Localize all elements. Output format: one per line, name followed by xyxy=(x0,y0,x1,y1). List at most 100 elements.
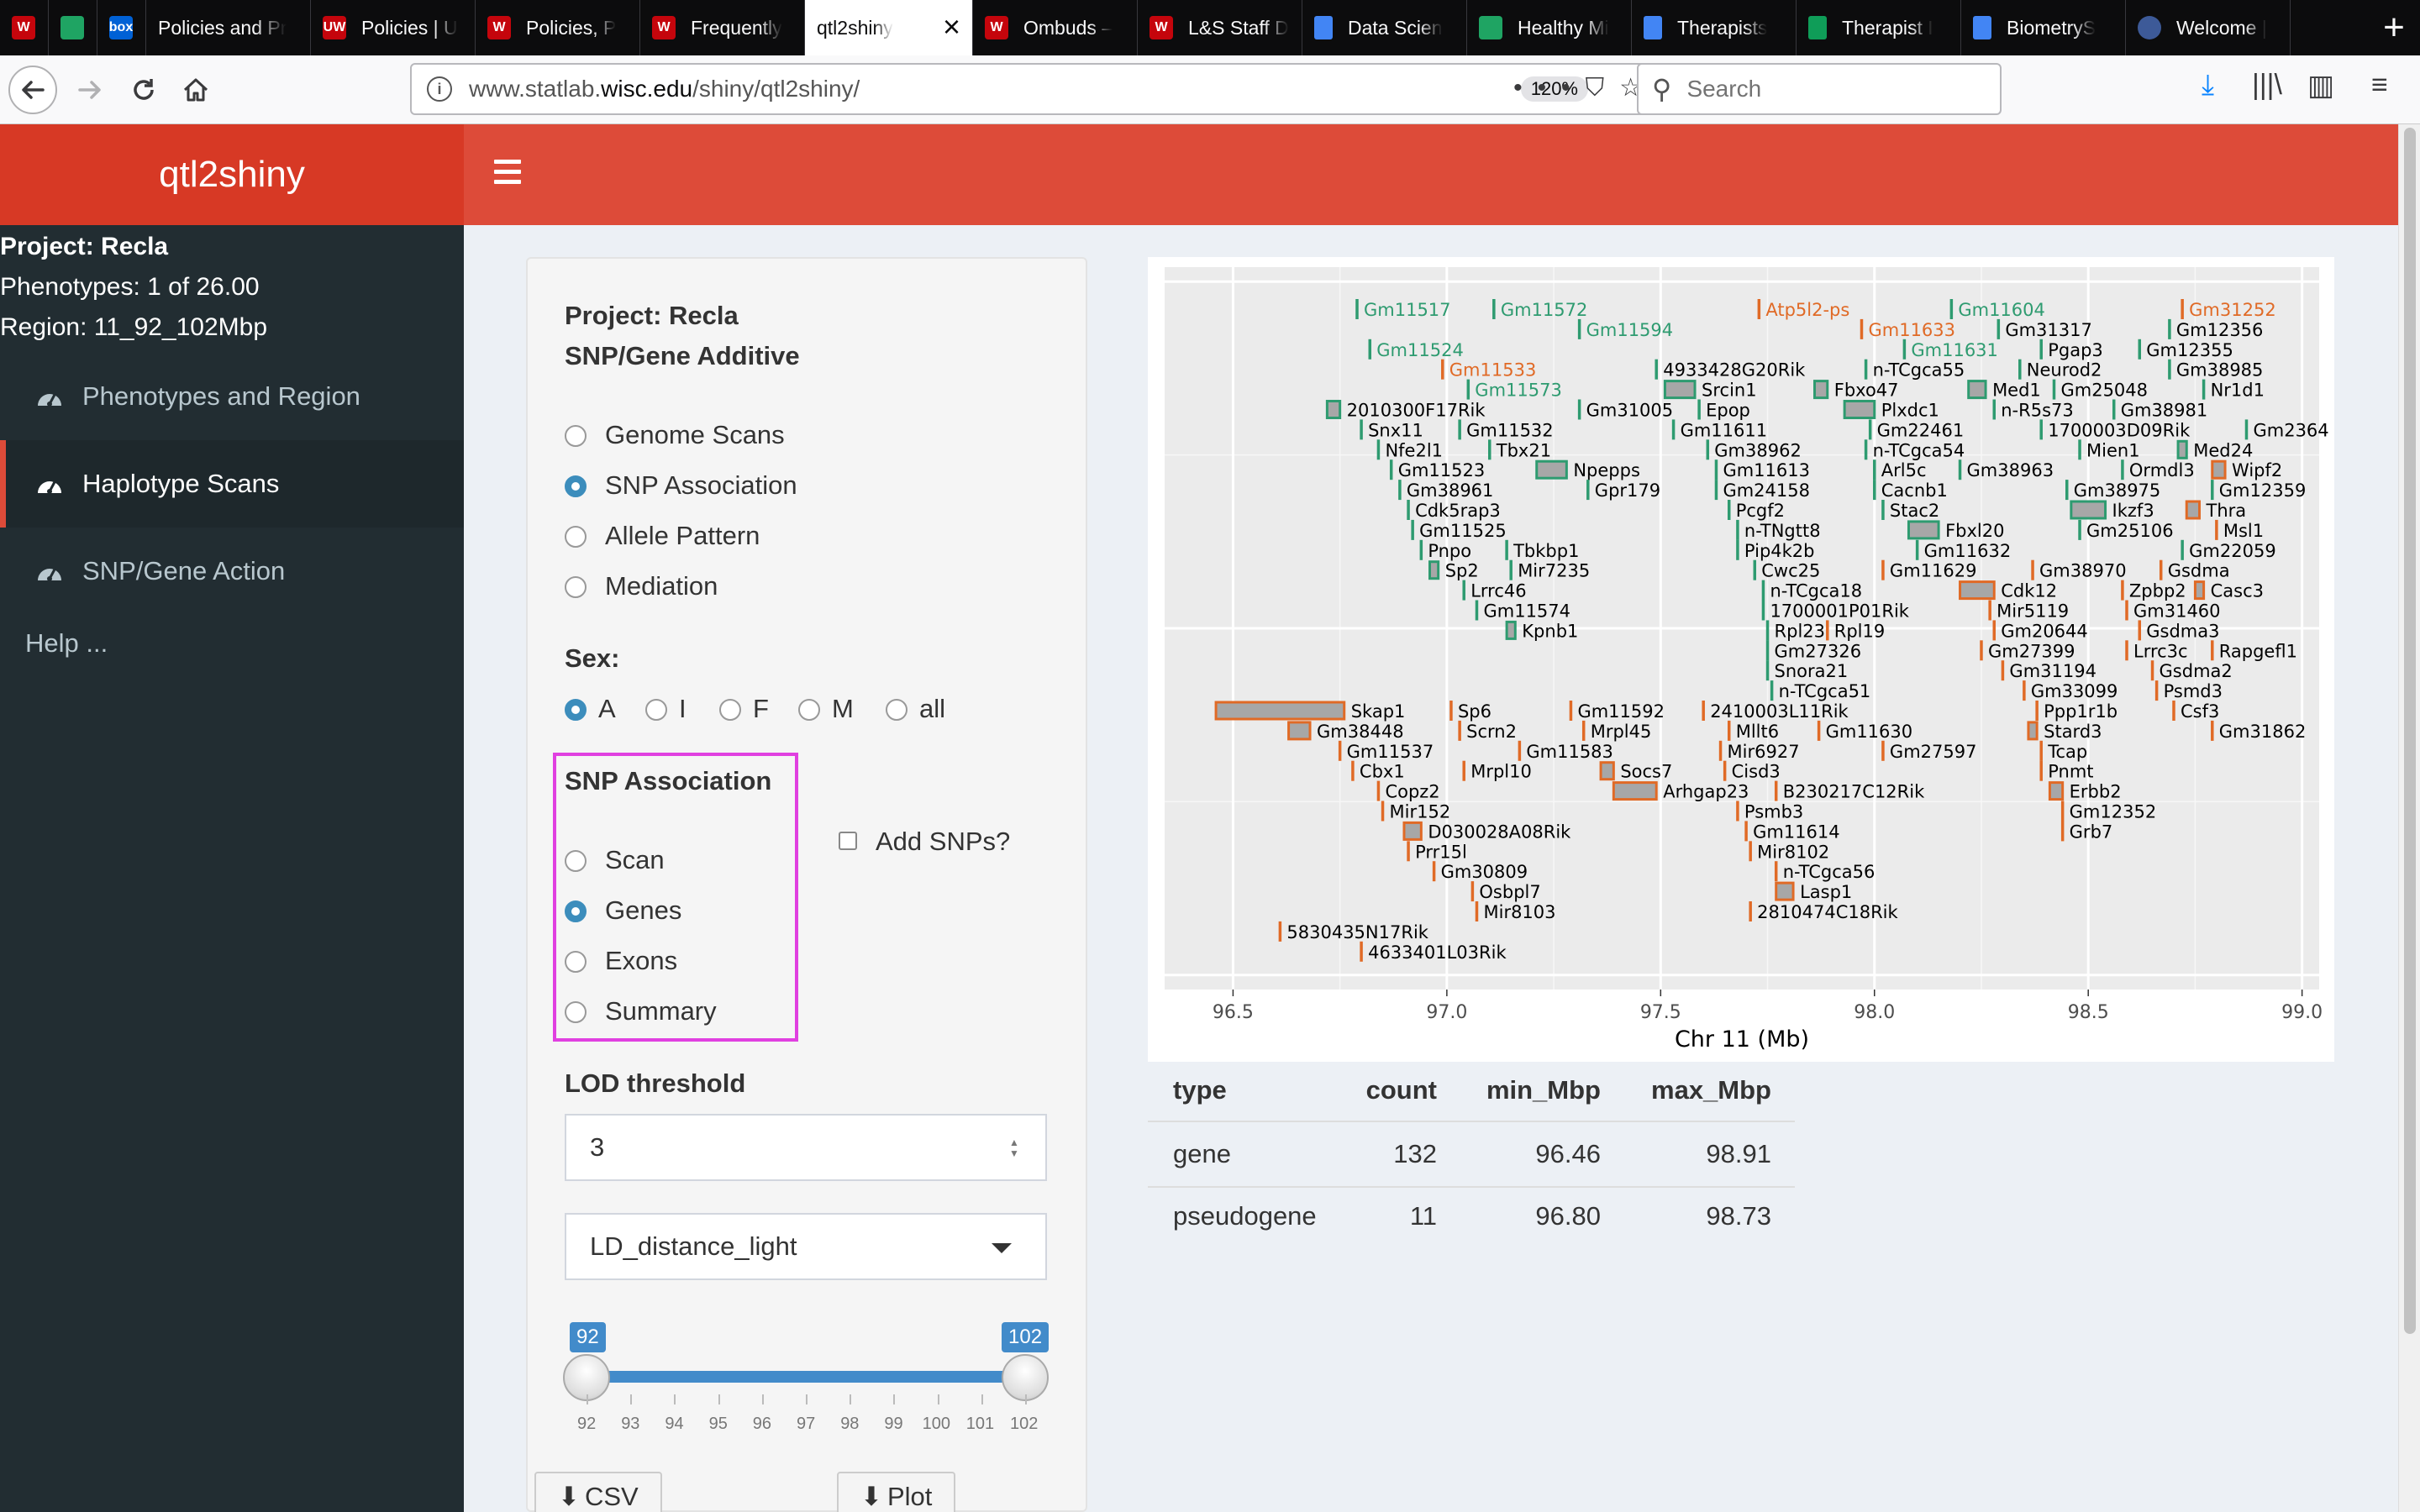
download-icon[interactable]: ⤓ xyxy=(2202,69,2215,101)
range-slider-track[interactable] xyxy=(585,1371,1025,1383)
slider-tick-mark xyxy=(981,1394,983,1404)
sex-option-label[interactable]: F xyxy=(753,694,769,723)
browser-tab[interactable]: W L&S Staff D xyxy=(1138,0,1302,55)
sidebar-item-phenotypes-region[interactable]: Phenotypes and Region xyxy=(0,353,464,440)
gene-plot-svg: 96.5 97.0 97.5 98.0 98.5 99.0 Chr 11 (Mb) Gm115… xyxy=(1125,267,2329,1053)
browser-tab[interactable]: W Ombuds – xyxy=(973,0,1138,55)
hamburger-icon[interactable] xyxy=(494,160,521,188)
search-input[interactable]: ⚲ Search xyxy=(1637,63,2002,115)
ld-select[interactable]: LD_distance_light xyxy=(565,1213,1047,1280)
sex-radio[interactable] xyxy=(565,699,587,721)
gene-body xyxy=(1663,380,1697,400)
gene-label: Gm31194 xyxy=(2009,661,2096,681)
sex-radio[interactable] xyxy=(719,699,741,721)
lod-threshold-input[interactable]: 3 ▲ ▼ xyxy=(565,1114,1047,1181)
snp-option-option-label[interactable]: Scan xyxy=(605,845,665,874)
browser-tab[interactable]: Data Scien xyxy=(1302,0,1467,55)
slider-max-handle[interactable] xyxy=(1002,1354,1049,1401)
snp-option-option-label[interactable]: Genes xyxy=(605,895,682,925)
sex-option-label[interactable]: M xyxy=(832,694,854,723)
scan-type-option-label[interactable]: Mediation xyxy=(605,571,718,601)
stepper-icon[interactable]: ▲ ▼ xyxy=(1009,1137,1019,1159)
library-icon[interactable]: |||\ xyxy=(2252,69,2282,101)
browser-tab[interactable]: W Policies, P xyxy=(476,0,640,55)
url-bar[interactable]: i www.statlab. wisc.edu/shiny/qtl2shiny/ … xyxy=(410,63,1670,115)
reload-button[interactable] xyxy=(119,66,168,114)
snp-option-option-label[interactable]: Summary xyxy=(605,996,717,1026)
sidebar-item-haplotype-scans[interactable]: Haplotype Scans xyxy=(0,440,464,528)
gene-label: Gm11631 xyxy=(1911,340,1998,360)
sex-radio[interactable] xyxy=(886,699,908,721)
scan-type-option-label[interactable]: SNP Association xyxy=(605,470,797,500)
back-button[interactable] xyxy=(8,66,57,114)
menu-icon[interactable]: ≡ xyxy=(2371,69,2388,101)
browser-tab[interactable]: Therapist I xyxy=(1797,0,1961,55)
scan-type-option-label[interactable]: Genome Scans xyxy=(605,420,785,449)
browser-tab[interactable]: Welcome | xyxy=(2126,0,2291,55)
browser-tab[interactable]: BiometryS xyxy=(1961,0,2126,55)
scan-type-radio[interactable] xyxy=(565,425,587,447)
browser-tab[interactable]: qtl2shiny × xyxy=(805,0,973,55)
scan-type-radio[interactable] xyxy=(565,526,587,548)
sex-option-label[interactable]: A xyxy=(598,694,616,723)
browser-tab[interactable]: Therapists xyxy=(1632,0,1797,55)
app-logo[interactable]: qtl2shiny xyxy=(0,124,464,225)
gene-label: Lasp1 xyxy=(1800,882,1852,902)
arrow-right-icon xyxy=(78,81,101,99)
gene-label: Gm11592 xyxy=(1577,701,1665,722)
plot-download-button[interactable]: ⬇ Plot xyxy=(837,1472,956,1512)
sidebar-item-snp-gene-action[interactable]: SNP/Gene Action xyxy=(0,528,464,615)
browser-tab[interactable]: W Frequently xyxy=(640,0,805,55)
scan-type-option-label[interactable]: Allele Pattern xyxy=(605,521,760,550)
sidebar-help-link[interactable]: Help ... xyxy=(25,628,108,658)
gene-label: Gm11574 xyxy=(1483,601,1570,622)
new-tab-button[interactable]: + xyxy=(2383,7,2405,48)
tab-label: Healthy Mi xyxy=(1518,16,1609,39)
snp-option-option-label[interactable]: Exons xyxy=(605,946,678,975)
close-tab-icon[interactable]: × xyxy=(942,9,960,44)
table-header[interactable]: min_Mbp xyxy=(1486,1075,1601,1105)
forward-button[interactable] xyxy=(66,66,114,114)
tab-label: Welcome | xyxy=(2176,16,2267,39)
gene-label: Csf3 xyxy=(2181,701,2219,722)
drive-icon xyxy=(1479,16,1502,39)
box-icon: box xyxy=(109,16,133,39)
browser-tab[interactable] xyxy=(49,0,97,55)
browser-tab[interactable]: UW Policies | U xyxy=(311,0,476,55)
gene-label: Gm12359 xyxy=(2219,480,2307,501)
info-icon[interactable]: i xyxy=(427,76,452,102)
gene-body xyxy=(1599,761,1615,781)
gene-label: Npepps xyxy=(1573,460,1640,480)
zoom-indicator[interactable]: 120% xyxy=(1520,76,1588,102)
sidebar-toggle-icon[interactable]: ▥ xyxy=(2307,70,2335,102)
snp-option-radio[interactable] xyxy=(565,1001,587,1023)
sex-radio[interactable] xyxy=(645,699,667,721)
table-header[interactable]: type xyxy=(1173,1075,1227,1105)
browser-tab[interactable]: W xyxy=(0,0,49,55)
sex-option-label[interactable]: all xyxy=(919,694,946,723)
scrollbar-thumb[interactable] xyxy=(2404,128,2416,1334)
table-header[interactable]: max_Mbp xyxy=(1651,1075,1771,1105)
gene-label: Pnmt xyxy=(2048,762,2093,782)
gene-body xyxy=(2027,721,2039,741)
table-header[interactable]: count xyxy=(1365,1075,1437,1105)
gene-label: Gm25048 xyxy=(2060,381,2148,401)
add-snps-checkbox[interactable] xyxy=(839,832,857,850)
snp-option-radio[interactable] xyxy=(565,900,587,922)
scan-type-radio[interactable] xyxy=(565,475,587,497)
sex-option-label[interactable]: I xyxy=(679,694,687,723)
csv-download-button[interactable]: ⬇ CSV xyxy=(534,1472,662,1512)
home-button[interactable] xyxy=(171,66,220,114)
snp-option-radio[interactable] xyxy=(565,850,587,872)
slider-max-badge: 102 xyxy=(1002,1322,1050,1352)
pocket-icon[interactable]: ⛉ xyxy=(1585,74,1620,102)
docs-icon xyxy=(1973,16,1991,39)
scan-type-radio[interactable] xyxy=(565,576,587,598)
browser-tab[interactable]: box xyxy=(97,0,146,55)
snp-option-radio[interactable] xyxy=(565,951,587,973)
page-actions-icon[interactable]: ••• xyxy=(1513,74,1586,102)
page-scrollbar[interactable] xyxy=(2398,124,2420,1512)
sex-radio[interactable] xyxy=(798,699,820,721)
browser-tab[interactable]: Policies and Pr xyxy=(146,0,311,55)
browser-tab[interactable]: Healthy Mi xyxy=(1467,0,1632,55)
